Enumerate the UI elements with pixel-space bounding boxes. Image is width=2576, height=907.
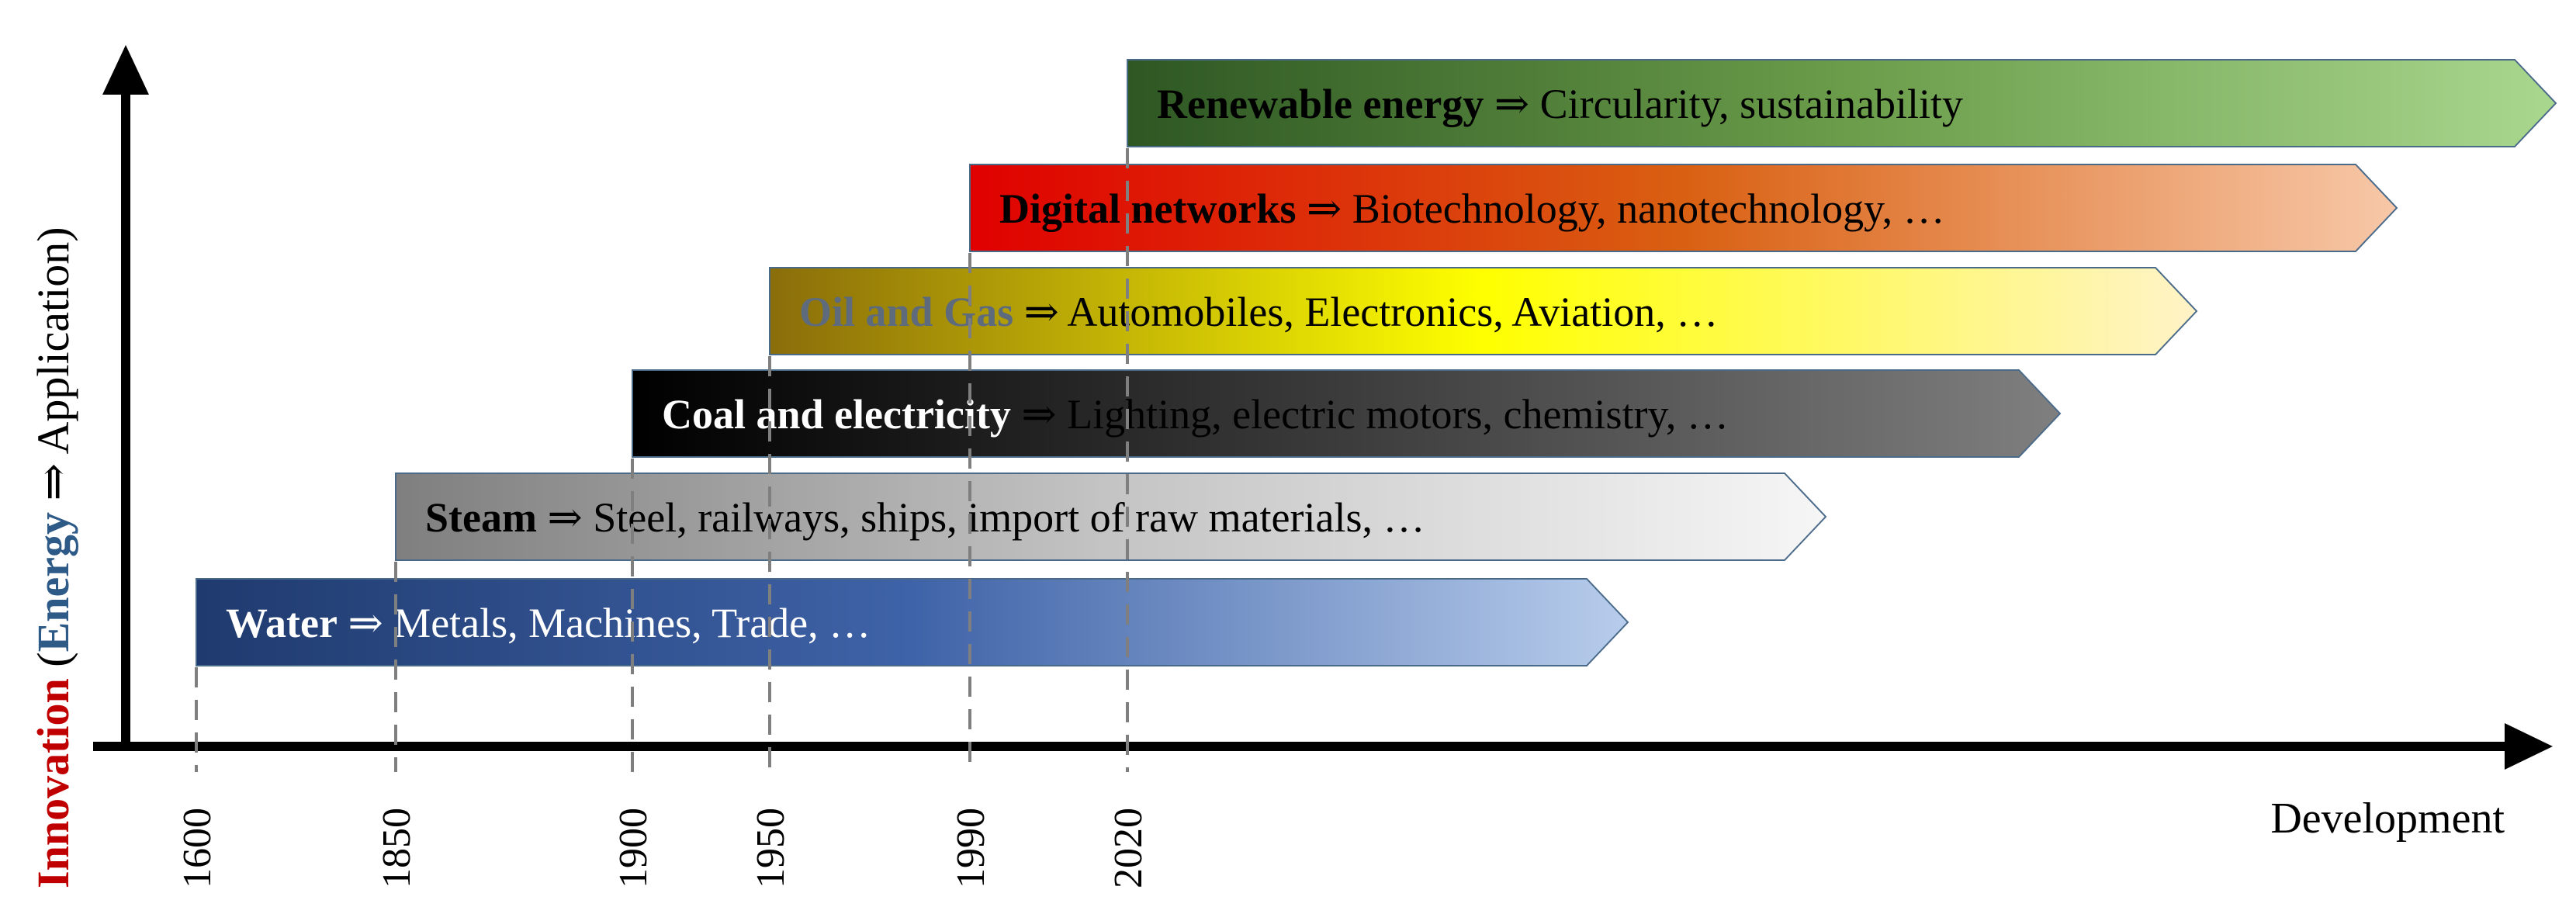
era-arrow-1: Water ⇒ Metals, Machines, Trade, … [196,578,1629,666]
era-applications: ⇒ Circularity, sustainability [1484,81,1963,127]
era-arrow-shape [969,164,2398,252]
era-energy-source: Coal and electricity [662,391,1011,438]
x-axis-ticks: 1600 1850 1900 1950 1990 2020 [175,148,1151,888]
y-axis-label-application: ⇒ Application) [28,227,78,512]
x-tick-label-1900: 1900 [611,808,656,888]
era-arrow-5: Digital networks ⇒ Biotechnology, nanote… [969,164,2398,252]
era-label: Renewable energy ⇒ Circularity, sustaina… [1157,81,1963,127]
x-tick-label-2020: 2020 [1106,808,1151,888]
era-label: Digital networks ⇒ Biotechnology, nanote… [999,185,1945,232]
era-arrow-4: Oil and Gas ⇒ Automobiles, Electronics, … [769,267,2198,355]
x-tick-label-1850: 1850 [375,808,419,888]
x-axis-label: Development [2270,794,2505,843]
x-tick-label-1600: 1600 [175,808,220,888]
era-energy-source: Oil and Gas [799,289,1013,335]
y-axis-label: Innovation (Energy ⇒ Application) [28,227,78,888]
era-arrow-6: Renewable energy ⇒ Circularity, sustaina… [1127,59,2557,147]
era-applications: ⇒ Steel, railways, ships, import of raw … [537,494,1425,541]
era-energy-source: Water [226,600,338,646]
era-applications: ⇒ Metals, Machines, Trade, … [338,600,871,646]
era-energy-source: Steam [425,494,537,541]
era-label: Water ⇒ Metals, Machines, Trade, … [226,600,871,646]
y-axis-arrowhead [102,45,149,95]
era-applications: ⇒ Automobiles, Electronics, Aviation, … [1013,289,1718,335]
era-arrows: Water ⇒ Metals, Machines, Trade, … Steam … [196,59,2557,666]
era-arrow-shape [632,369,2062,458]
y-axis-label-energy: Energy [28,512,78,652]
x-axis-arrowhead [2505,723,2553,770]
era-arrow-shape [1127,59,2557,147]
era-label: Steam ⇒ Steel, railways, ships, import o… [425,494,1425,541]
era-arrow-2: Steam ⇒ Steel, railways, ships, import o… [395,473,1827,561]
era-arrow-shape [196,578,1629,666]
era-energy-source: Renewable energy [1157,81,1484,127]
era-applications: ⇒ Biotechnology, nanotechnology, … [1296,185,1944,232]
era-energy-source: Digital networks [999,185,1296,232]
era-arrow-shape [395,473,1827,561]
x-tick-label-1990: 1990 [949,808,993,888]
y-axis-label-open-paren: ( [28,652,78,678]
x-tick-label-1950: 1950 [749,808,793,888]
y-axis-label-innovation: Innovation [28,678,78,888]
era-arrow-3: Coal and electricity ⇒ Lighting, electri… [632,369,2062,458]
era-applications: ⇒ Lighting, electric motors, chemistry, … [1011,391,1729,438]
era-label: Coal and electricity ⇒ Lighting, electri… [662,391,1729,438]
era-label: Oil and Gas ⇒ Automobiles, Electronics, … [799,289,1718,335]
